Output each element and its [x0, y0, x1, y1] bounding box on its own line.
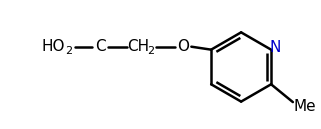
- Text: 2: 2: [147, 46, 154, 56]
- Text: HO: HO: [41, 39, 65, 54]
- Text: 2: 2: [65, 46, 72, 56]
- Text: CH: CH: [127, 39, 149, 54]
- Text: C: C: [95, 39, 106, 54]
- Text: N: N: [269, 40, 281, 55]
- Text: Me: Me: [293, 99, 316, 114]
- Text: O: O: [178, 39, 189, 54]
